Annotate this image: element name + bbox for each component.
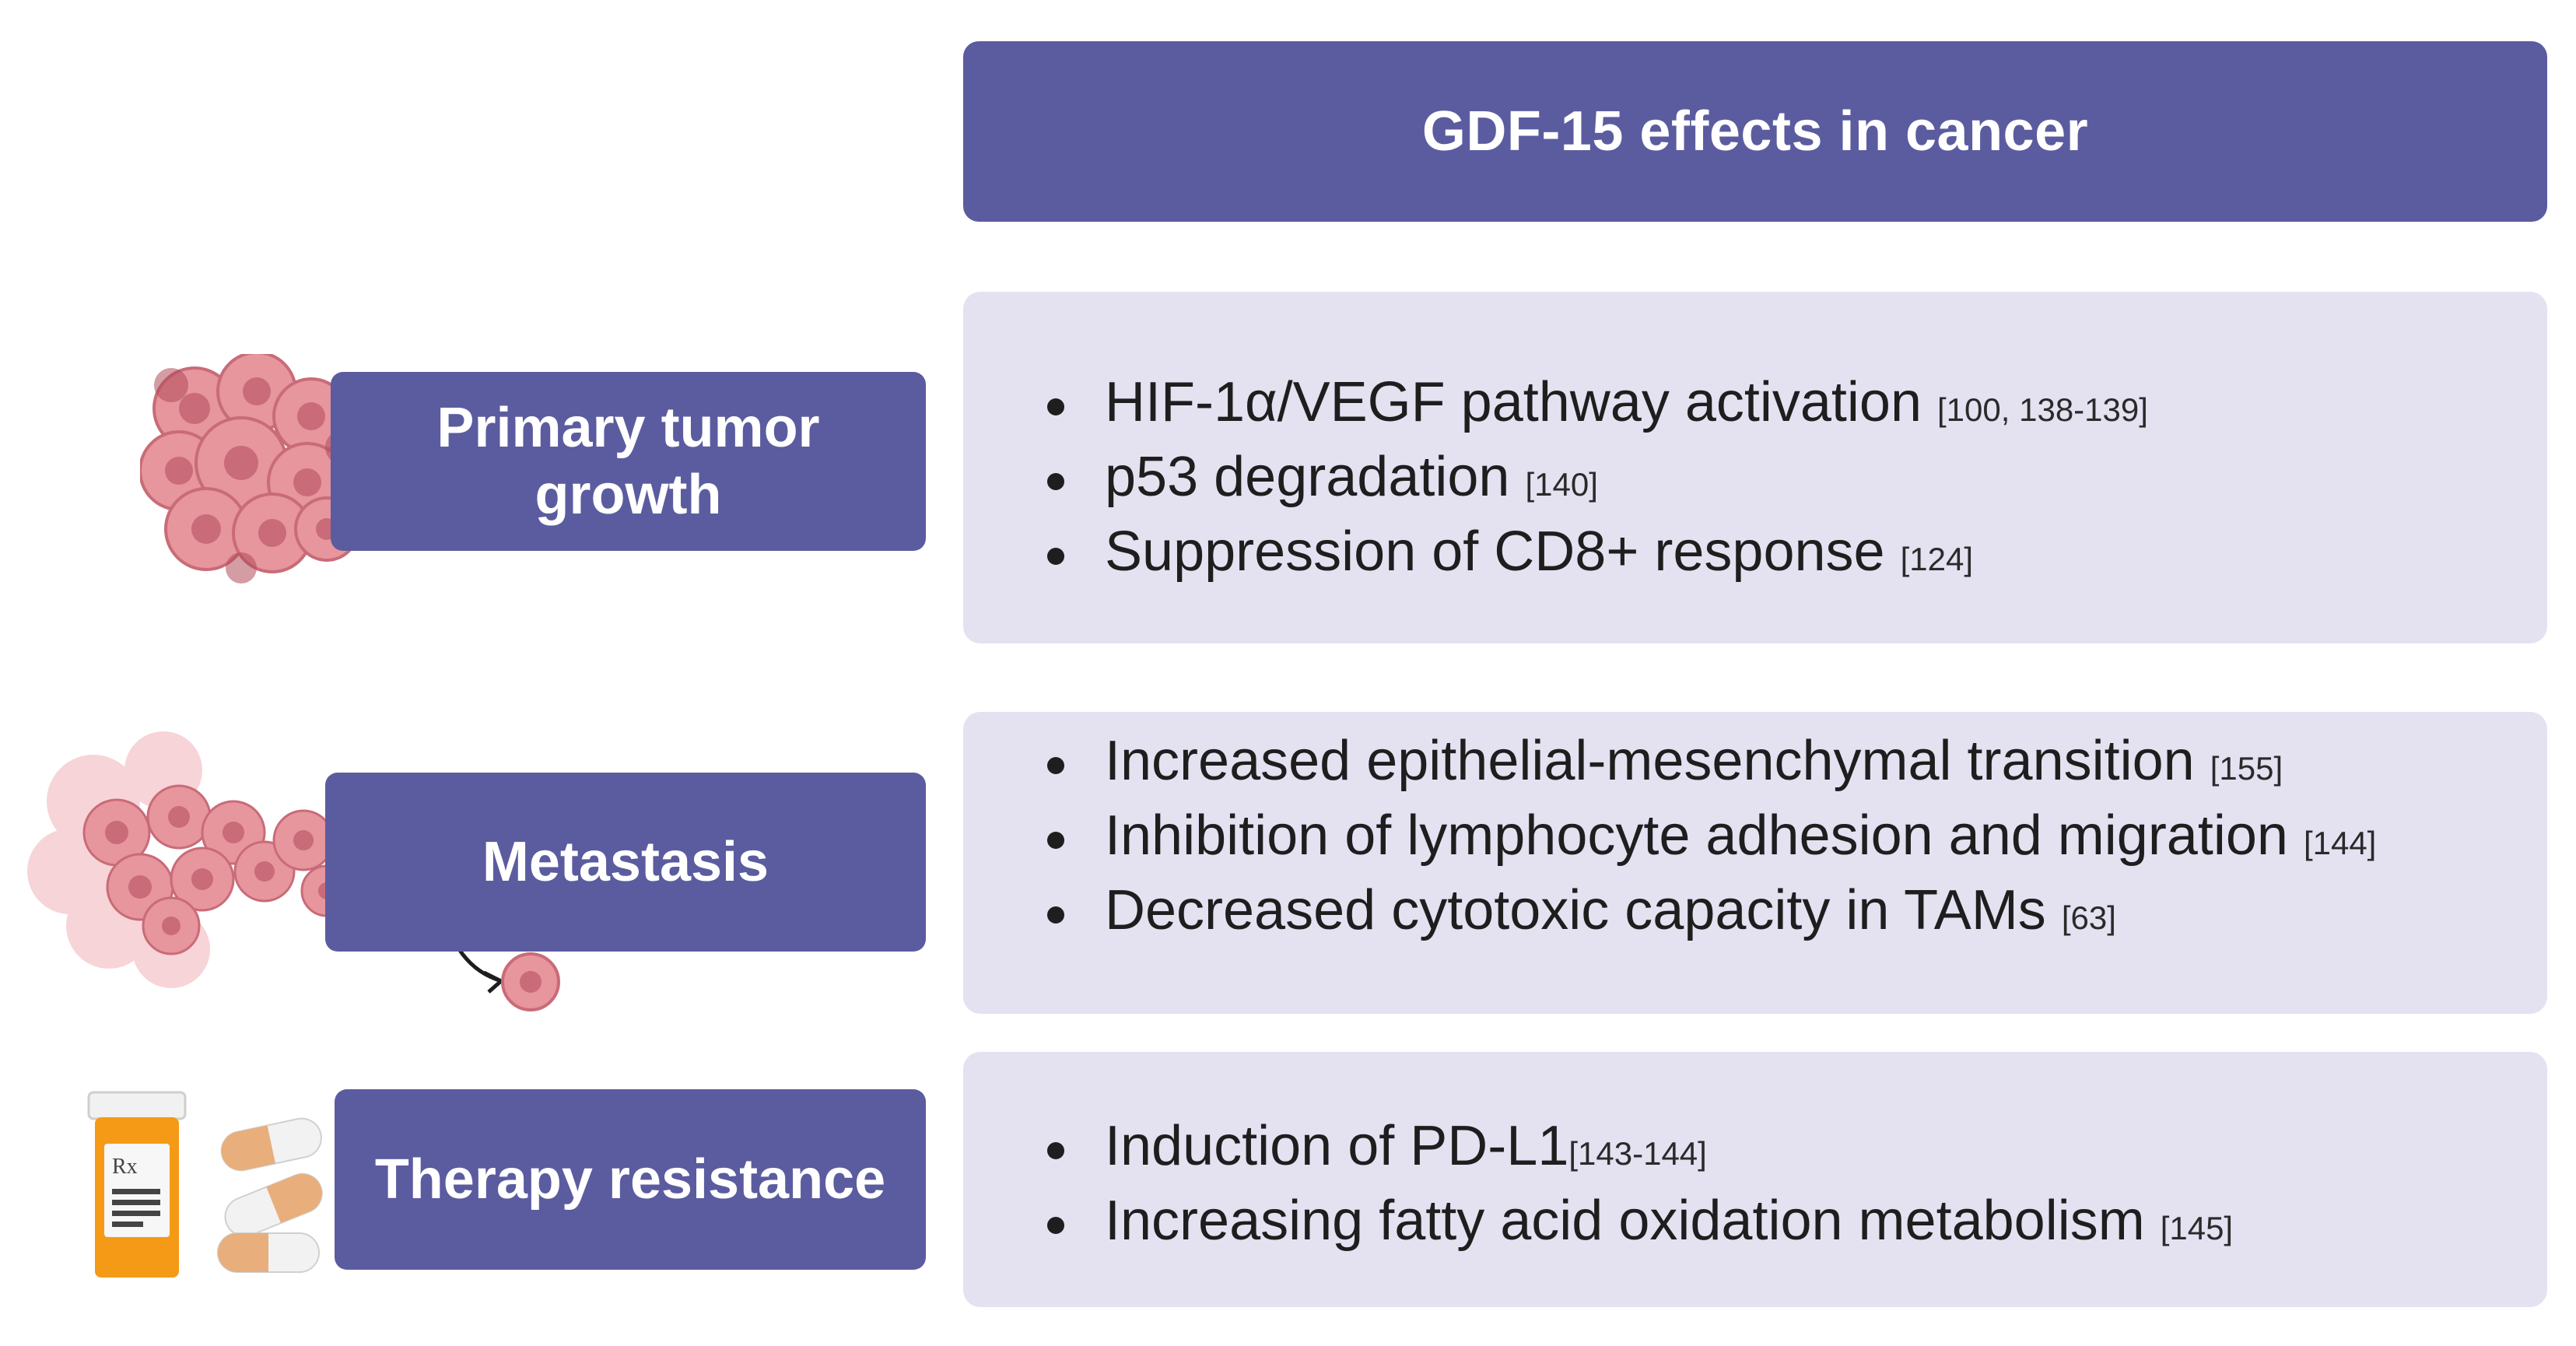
- list-item: Increased epithelial-mesenchymal transit…: [963, 727, 2547, 802]
- effects-primary-tumor-growth: HIF-1α/VEGF pathway activation [100, 138…: [963, 292, 2547, 643]
- effects-metastasis: Increased epithelial-mesenchymal transit…: [963, 712, 2547, 1014]
- label-metastasis: Metastasis: [325, 773, 926, 952]
- list-item: Decreased cytotoxic capacity in TAMs [63…: [963, 877, 2547, 952]
- label-line: Therapy resistance: [374, 1148, 886, 1211]
- item-text: Suppression of CD8+ response: [1105, 521, 1901, 583]
- label-line: growth: [534, 464, 722, 526]
- item-text: Inhibition of lymphocyte adhesion and mi…: [1105, 804, 2304, 867]
- effects-therapy-resistance: Induction of PD-L1[143-144] Increasing f…: [963, 1052, 2547, 1307]
- tumor-cluster-icon: [140, 354, 359, 584]
- pill-bottle-icon: Rx: [87, 1091, 323, 1278]
- item-text: Induction of PD-L1: [1105, 1115, 1569, 1177]
- item-ref: [143-144]: [1568, 1135, 1707, 1172]
- item-ref: [100, 138-139]: [1937, 391, 2148, 428]
- diagram-title-box: GDF-15 effects in cancer: [963, 41, 2547, 222]
- diagram-title: GDF-15 effects in cancer: [1421, 100, 2089, 163]
- list-item: Inhibition of lymphocyte adhesion and mi…: [963, 802, 2547, 877]
- item-ref: [124]: [1900, 541, 1974, 577]
- label-line: Primary tumor: [436, 397, 820, 459]
- bottle-label-text: Rx: [112, 1155, 138, 1179]
- list-item: Increasing fatty acid oxidation metaboli…: [963, 1187, 2547, 1262]
- item-text: p53 degradation: [1105, 446, 1526, 508]
- item-ref: [144]: [2303, 825, 2377, 861]
- item-ref: [145]: [2160, 1210, 2234, 1246]
- item-text: Decreased cytotoxic capacity in TAMs: [1105, 879, 2062, 941]
- list-item: Induction of PD-L1[143-144]: [963, 1113, 2547, 1187]
- item-ref: [63]: [2061, 899, 2116, 936]
- item-text: Increasing fatty acid oxidation metaboli…: [1105, 1190, 2161, 1252]
- item-ref: [155]: [2210, 750, 2283, 787]
- label-line: Metastasis: [482, 831, 769, 893]
- list-item: HIF-1α/VEGF pathway activation [100, 138…: [963, 369, 2547, 443]
- item-text: Increased epithelial-mesenchymal transit…: [1105, 730, 2210, 792]
- item-text: HIF-1α/VEGF pathway activation: [1105, 371, 1938, 433]
- label-primary-tumor-growth: Primary tumor growth: [331, 372, 926, 551]
- list-item: Suppression of CD8+ response [124]: [963, 518, 2547, 593]
- item-ref: [140]: [1525, 466, 1598, 503]
- label-therapy-resistance: Therapy resistance: [335, 1089, 926, 1270]
- list-item: p53 degradation [140]: [963, 443, 2547, 518]
